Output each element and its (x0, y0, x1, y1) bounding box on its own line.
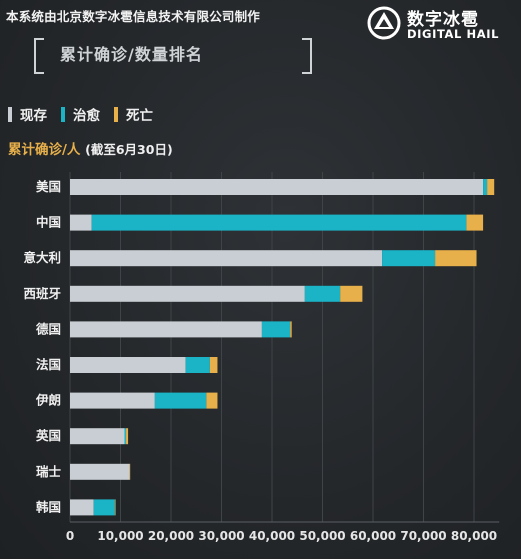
bar-5-series-0 (70, 357, 186, 373)
x-tick-label-6: 60,000 (350, 529, 396, 543)
category-label-6: 伊朗 (35, 393, 61, 408)
legend-item-recovered: 治愈 (61, 104, 100, 124)
brand-name-cn: 数字冰雹 (407, 10, 479, 30)
bar-6-series-2 (206, 392, 218, 409)
category-label-0: 美国 (36, 179, 61, 194)
bar-1-series-0 (70, 214, 92, 231)
producer-credit: 本系统由北京数字冰雹信息技术有限公司制作 (6, 9, 261, 24)
x-tick-label-7: 70,000 (400, 529, 446, 543)
category-label-7: 英国 (36, 428, 61, 443)
bar-4-series-0 (70, 321, 262, 338)
x-tick-label-3: 30,000 (198, 529, 244, 543)
bar-4-series-2 (290, 321, 292, 338)
bar-3-series-0 (70, 285, 305, 302)
legend-swatch-recovered (61, 106, 65, 122)
category-label-1: 中国 (36, 215, 61, 230)
category-label-8: 瑞士 (36, 464, 62, 479)
chart-title-text: 累计确诊/数量排名 (60, 45, 203, 64)
category-label-2: 意大利 (23, 250, 61, 265)
legend-label-deaths: 死亡 (126, 108, 153, 124)
bar-4-series-1 (261, 321, 291, 338)
x-tick-label-2: 20,000 (148, 529, 194, 543)
category-label-9: 韩国 (36, 499, 61, 514)
category-label-3: 西班牙 (23, 286, 61, 301)
x-tick-label-8: 80,000 (451, 529, 497, 543)
bar-5-series-1 (185, 357, 210, 373)
bar-0-series-2 (487, 179, 495, 195)
legend-swatch-active (8, 106, 12, 122)
bar-7-series-2 (126, 428, 129, 445)
title-bracket-left (34, 38, 44, 74)
bar-3-series-1 (304, 285, 341, 302)
legend-item-deaths: 死亡 (114, 104, 153, 124)
legend: 现存 治愈 死亡 (8, 104, 167, 124)
hailstone-logo-icon (367, 6, 401, 40)
bar-2-series-0 (70, 250, 383, 267)
bar-2-series-2 (435, 250, 477, 267)
category-label-4: 德国 (36, 321, 61, 336)
category-label-5: 法国 (36, 357, 61, 372)
axis-unit-label: 累计确诊/人 (截至6月30日) (8, 138, 173, 158)
x-tick-label-1: 10,000 (97, 529, 143, 543)
bar-2-series-1 (382, 250, 436, 267)
unit-label: 累计确诊/人 (8, 142, 81, 158)
bar-6-series-1 (154, 392, 207, 409)
bar-5-series-2 (209, 357, 218, 373)
legend-item-active: 现存 (8, 104, 47, 124)
x-tick-label-4: 40,000 (249, 529, 295, 543)
brand-logo: 数字冰雹 DIGITAL HAIL (367, 2, 515, 46)
legend-label-recovered: 治愈 (73, 108, 100, 124)
bar-3-series-2 (340, 285, 363, 302)
legend-label-active: 现存 (20, 108, 47, 124)
bar-7-series-1 (124, 428, 127, 445)
bar-9-series-1 (93, 499, 115, 516)
bar-8-series-0 (70, 463, 130, 480)
bar-0-series-1 (483, 179, 488, 195)
bar-9-series-2 (114, 499, 116, 516)
x-tick-label-0: 0 (66, 529, 74, 543)
title-bracket-right (302, 38, 312, 74)
bar-1-series-2 (466, 214, 484, 231)
date-note: (截至6月30日) (85, 142, 173, 157)
bar-8-series-2 (129, 463, 131, 480)
legend-swatch-deaths (114, 106, 118, 122)
x-tick-label-5: 50,000 (299, 529, 345, 543)
bar-9-series-0 (70, 499, 94, 516)
bar-6-series-0 (70, 392, 155, 409)
bar-1-series-1 (91, 214, 467, 231)
chart-title: 累计确诊/数量排名 (34, 38, 312, 74)
brand-name-en: DIGITAL HAIL (407, 27, 500, 41)
bar-7-series-0 (70, 428, 125, 445)
bar-0-series-0 (70, 179, 484, 195)
